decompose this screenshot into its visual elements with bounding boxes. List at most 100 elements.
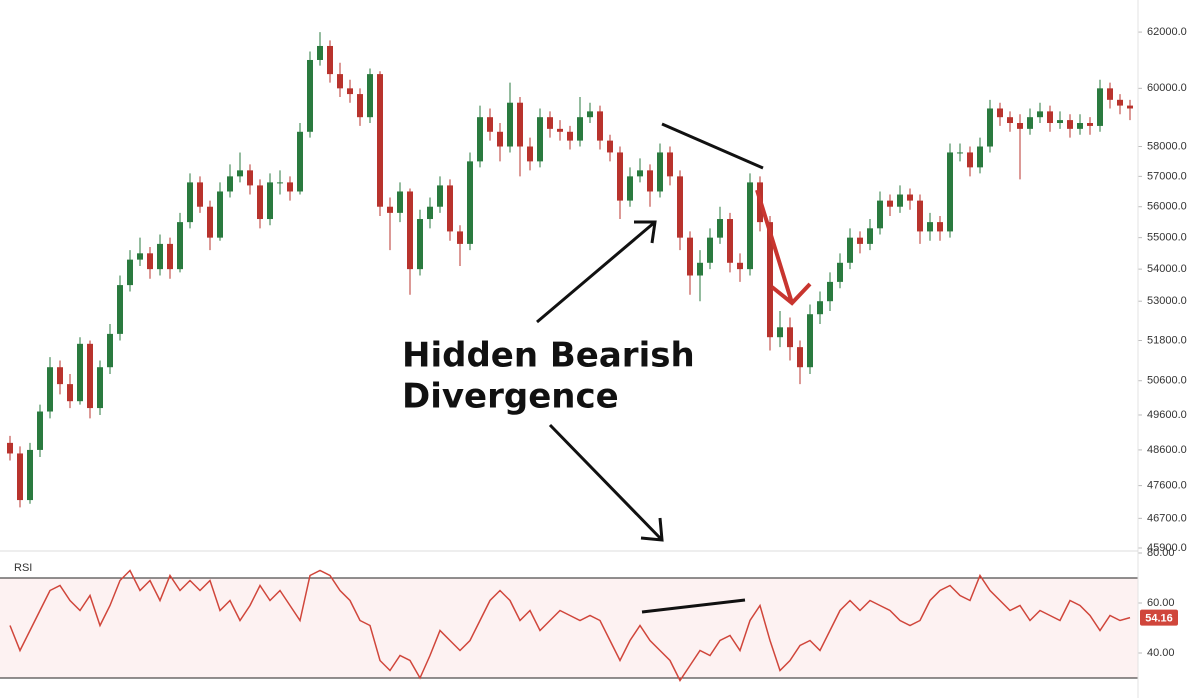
candle-body bbox=[317, 45, 323, 60]
candle-body bbox=[867, 228, 873, 244]
candle-body bbox=[797, 347, 803, 368]
y-tick-label: 46700.0 bbox=[1147, 512, 1187, 524]
candle-body bbox=[537, 117, 543, 162]
candle-body bbox=[197, 182, 203, 207]
y-tick-label: 58000.0 bbox=[1147, 140, 1187, 152]
y-tick-label: 60000.0 bbox=[1147, 82, 1187, 94]
y-tick-label: 49600.0 bbox=[1147, 409, 1187, 421]
candle-body bbox=[917, 200, 923, 232]
rsi-band bbox=[0, 578, 1138, 678]
y-tick-label: 62000.0 bbox=[1147, 26, 1187, 38]
candle-body bbox=[147, 253, 153, 270]
candle-body bbox=[557, 128, 563, 132]
y-tick-label: 53000.0 bbox=[1147, 295, 1187, 307]
candle-body bbox=[827, 281, 833, 302]
y-tick-label: 45900.0 bbox=[1147, 542, 1187, 554]
candle-body bbox=[247, 170, 253, 186]
last-value-label: 54.16 bbox=[1145, 613, 1173, 625]
y-tick-label: 57000.0 bbox=[1147, 170, 1187, 182]
candle-body bbox=[357, 94, 363, 118]
candle-body bbox=[777, 327, 783, 338]
candle-body bbox=[7, 442, 13, 454]
candle-body bbox=[997, 108, 1003, 118]
candle-body bbox=[337, 74, 343, 89]
candle-body bbox=[767, 222, 773, 338]
candle-body bbox=[387, 206, 393, 213]
candle-body bbox=[207, 206, 213, 238]
candle-body bbox=[277, 182, 283, 184]
candle-body bbox=[1017, 123, 1023, 129]
candle-body bbox=[47, 367, 53, 412]
candle-body bbox=[17, 453, 23, 501]
candle-body bbox=[1097, 88, 1103, 126]
panel-title: RSI bbox=[14, 562, 32, 574]
candle-body bbox=[987, 108, 993, 147]
candle-body bbox=[677, 176, 683, 238]
y-tick-label: 51800.0 bbox=[1147, 334, 1187, 346]
candle-body bbox=[717, 219, 723, 238]
y-tick-label: 54000.0 bbox=[1147, 263, 1187, 275]
arrow bbox=[548, 423, 664, 542]
candle-body bbox=[1067, 120, 1073, 129]
candle-body bbox=[307, 59, 313, 132]
candle-body bbox=[77, 343, 83, 402]
candle-body bbox=[477, 117, 483, 162]
candle-body bbox=[287, 182, 293, 192]
candle-body bbox=[907, 194, 913, 201]
arrow bbox=[755, 189, 812, 306]
candle-body bbox=[187, 182, 193, 223]
candle-body bbox=[1037, 111, 1043, 118]
candle-body bbox=[1007, 117, 1013, 124]
candle-body bbox=[37, 411, 43, 450]
candle-body bbox=[227, 176, 233, 192]
y-tick-label: 55000.0 bbox=[1147, 232, 1187, 244]
candle-body bbox=[157, 243, 163, 270]
candle-body bbox=[787, 327, 793, 348]
candle-body bbox=[267, 182, 273, 220]
candle-body bbox=[707, 237, 713, 263]
candle-body bbox=[437, 185, 443, 207]
candle-body bbox=[947, 152, 953, 232]
candle-body bbox=[87, 343, 93, 409]
candle-body bbox=[977, 146, 983, 168]
candle-body bbox=[27, 449, 33, 501]
candle-body bbox=[397, 191, 403, 213]
candle-body bbox=[577, 117, 583, 141]
candle-body bbox=[97, 367, 103, 409]
candle-body bbox=[807, 314, 813, 368]
candle-body bbox=[657, 152, 663, 192]
candle-body bbox=[647, 170, 653, 192]
candle-body bbox=[967, 152, 973, 168]
candle-body bbox=[487, 117, 493, 132]
candle-body bbox=[897, 194, 903, 207]
candle-body bbox=[237, 170, 243, 177]
candle-body bbox=[417, 219, 423, 270]
candle-body bbox=[887, 200, 893, 207]
candle-body bbox=[937, 222, 943, 232]
annotation: Divergence bbox=[402, 377, 619, 417]
candle-body bbox=[847, 237, 853, 263]
candle-body bbox=[1077, 123, 1083, 129]
y-tick-label: 50600.0 bbox=[1147, 375, 1187, 387]
y-tick-label: 48600.0 bbox=[1147, 444, 1187, 456]
candle-body bbox=[627, 176, 633, 201]
candle-body bbox=[877, 200, 883, 229]
rsi-trend-line bbox=[641, 598, 746, 614]
candle-body bbox=[1057, 120, 1063, 124]
candle-body bbox=[257, 185, 263, 220]
rsi-line bbox=[9, 569, 1131, 682]
trend-line bbox=[661, 122, 764, 170]
y-tick-label: 60.00 bbox=[1147, 597, 1175, 609]
candle-body bbox=[857, 237, 863, 244]
candle-body bbox=[127, 259, 133, 286]
candle-body bbox=[617, 152, 623, 201]
candle-body bbox=[407, 191, 413, 270]
candle-body bbox=[367, 74, 373, 118]
candle-body bbox=[137, 253, 143, 260]
candle-body bbox=[547, 117, 553, 129]
candle-body bbox=[507, 102, 513, 147]
candle-body bbox=[167, 243, 173, 270]
candle-body bbox=[727, 219, 733, 263]
candle-body bbox=[837, 262, 843, 282]
